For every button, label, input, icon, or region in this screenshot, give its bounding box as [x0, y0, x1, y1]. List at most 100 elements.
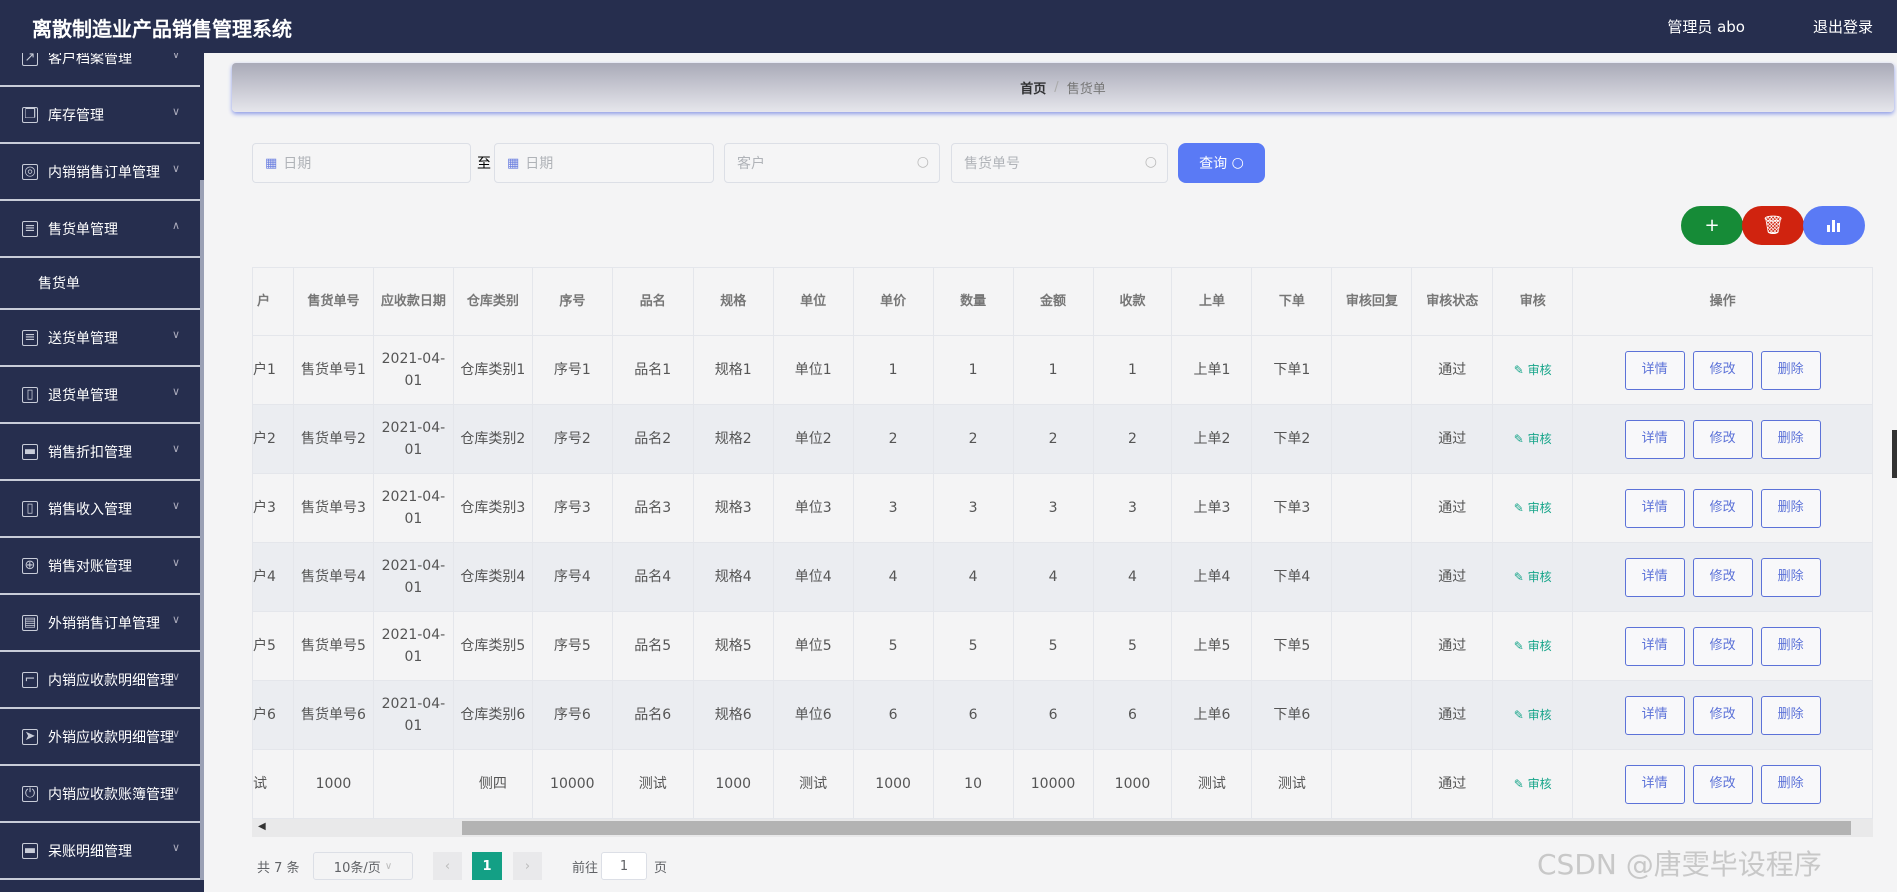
audit-link[interactable]: ✎ 审核: [1514, 635, 1552, 657]
column-header[interactable]: 金额: [1014, 268, 1094, 335]
table-cell: 单位3: [774, 474, 854, 542]
edit-button[interactable]: 修改: [1692, 488, 1753, 528]
audit-link[interactable]: ✎ 审核: [1514, 428, 1552, 450]
audit-link[interactable]: ✎ 审核: [1514, 773, 1552, 795]
sidebar-item[interactable]: ⏻ 内销应收款账簿管理 ∨: [0, 766, 200, 823]
detail-button[interactable]: 详情: [1624, 350, 1685, 390]
table-cell: 6: [854, 681, 934, 749]
column-header[interactable]: 仓库类别: [454, 268, 533, 335]
table-cell: 下单4: [1252, 543, 1333, 611]
batch-delete-button[interactable]: 🗑︎: [1742, 206, 1804, 245]
page-size-select[interactable]: 10条/页 ∨: [313, 852, 413, 880]
sidebar-item[interactable]: ↗ 客户档案管理 ∨: [0, 30, 200, 87]
customer-input[interactable]: 客户 ○: [724, 143, 940, 183]
sidebar-item[interactable]: ➤ 外销应收款明细管理 ∨: [0, 709, 200, 766]
date-start-input[interactable]: ▦ 日期: [252, 143, 471, 183]
page-1-button[interactable]: 1: [472, 852, 502, 880]
detail-button[interactable]: 详情: [1624, 626, 1685, 666]
delete-button[interactable]: 删除: [1760, 488, 1821, 528]
audit-cell: ✎ 审核: [1493, 612, 1574, 680]
column-header[interactable]: 序号: [533, 268, 613, 335]
column-header[interactable]: 下单: [1252, 268, 1333, 335]
column-header[interactable]: 审核: [1493, 268, 1574, 335]
query-button[interactable]: 查询 ○: [1178, 143, 1265, 183]
table-cell: 2021-04-01: [374, 405, 454, 473]
audit-link[interactable]: ✎ 审核: [1514, 704, 1552, 726]
edit-button[interactable]: 修改: [1692, 419, 1753, 459]
logout-link[interactable]: 退出登录: [1812, 18, 1873, 36]
add-button[interactable]: +: [1681, 206, 1743, 245]
calendar-icon: ▦: [265, 155, 278, 171]
scroll-left-arrow[interactable]: ◀: [258, 821, 266, 832]
sidebar-item[interactable]: ≡ 送货单管理 ∨: [0, 310, 200, 367]
table-cell: 规格6: [694, 681, 774, 749]
delete-button[interactable]: 删除: [1760, 350, 1821, 390]
table-cell: 下单2: [1252, 405, 1333, 473]
sidebar-item[interactable]: ❐ 库存管理 ∨: [0, 87, 200, 144]
scrollbar-thumb[interactable]: [462, 821, 1851, 835]
sidebar-item[interactable]: ▤ 外销销售订单管理 ∨: [0, 595, 200, 652]
sidebar-item[interactable]: ⌐ 内销应收款明细管理 ∨: [0, 652, 200, 709]
table-cell: [1332, 750, 1413, 818]
table-cell: 单位6: [774, 681, 854, 749]
sidebar-scrollbar[interactable]: [200, 180, 204, 880]
table-cell: 测试: [613, 750, 694, 818]
delete-button[interactable]: 删除: [1760, 419, 1821, 459]
delete-button[interactable]: 删除: [1760, 695, 1821, 735]
chevron-down-icon: ∨: [171, 670, 180, 683]
delete-button[interactable]: 删除: [1760, 557, 1821, 597]
edit-button[interactable]: 修改: [1692, 557, 1753, 597]
audit-link[interactable]: ✎ 审核: [1514, 566, 1552, 588]
horizontal-scrollbar[interactable]: ◀: [252, 819, 1873, 837]
order-no-input[interactable]: 售货单号 ○: [951, 143, 1168, 183]
sidebar-item[interactable]: ≡ 售货单管理 ∧: [0, 201, 200, 258]
next-page-button[interactable]: ›: [513, 852, 542, 880]
column-header[interactable]: 单价: [854, 268, 934, 335]
sidebar-item[interactable]: ▯ 销售收入管理 ∨: [0, 481, 200, 538]
column-header[interactable]: 审核状态: [1412, 268, 1494, 335]
operations-cell: 详情 修改 删除: [1573, 681, 1873, 749]
detail-button[interactable]: 详情: [1624, 764, 1685, 804]
column-header[interactable]: 户: [253, 268, 294, 335]
date-end-input[interactable]: ▦ 日期: [494, 143, 714, 183]
table-cell: 仓库类别1: [454, 336, 533, 404]
sidebar-subitem[interactable]: 售货单: [0, 258, 200, 310]
detail-button[interactable]: 详情: [1624, 695, 1685, 735]
chart-button[interactable]: [1803, 206, 1865, 245]
operations-cell: 详情 修改 删除: [1573, 750, 1873, 818]
delete-button[interactable]: 删除: [1760, 626, 1821, 666]
page-scrollbar-thumb[interactable]: [1892, 430, 1897, 478]
column-header[interactable]: 审核回复: [1332, 268, 1413, 335]
column-header[interactable]: 单位: [774, 268, 854, 335]
edit-button[interactable]: 修改: [1692, 350, 1753, 390]
sidebar-item[interactable]: ◎ 内销销售订单管理 ∨: [0, 144, 200, 201]
column-header[interactable]: 品名: [613, 268, 694, 335]
column-header[interactable]: 售货单号: [294, 268, 374, 335]
delete-button[interactable]: 删除: [1760, 764, 1821, 804]
detail-button[interactable]: 详情: [1624, 419, 1685, 459]
table-cell: 品名6: [613, 681, 694, 749]
table-cell: 通过: [1412, 612, 1494, 680]
sidebar-item[interactable]: ⊕ 销售对账管理 ∨: [0, 538, 200, 595]
edit-button[interactable]: 修改: [1692, 695, 1753, 735]
sidebar-item-label: 销售对账管理: [48, 558, 132, 575]
detail-button[interactable]: 详情: [1624, 557, 1685, 597]
breadcrumb-home[interactable]: 首页: [1020, 82, 1047, 97]
detail-button[interactable]: 详情: [1624, 488, 1685, 528]
goto-page-input[interactable]: 1: [601, 852, 647, 880]
sidebar-item[interactable]: ▬ 销售折扣管理 ∨: [0, 424, 200, 481]
column-header[interactable]: 操作: [1573, 268, 1873, 335]
sidebar-item[interactable]: ▬ 呆账明细管理 ∨: [0, 823, 200, 880]
chevron-down-icon: ∨: [171, 613, 180, 626]
column-header[interactable]: 上单: [1172, 268, 1253, 335]
edit-button[interactable]: 修改: [1692, 764, 1753, 804]
sidebar-item[interactable]: ▯ 退货单管理 ∨: [0, 367, 200, 424]
prev-page-button[interactable]: ‹: [433, 852, 462, 880]
column-header[interactable]: 收款: [1094, 268, 1173, 335]
edit-button[interactable]: 修改: [1692, 626, 1753, 666]
column-header[interactable]: 规格: [694, 268, 774, 335]
audit-link[interactable]: ✎ 审核: [1514, 359, 1552, 381]
column-header[interactable]: 应收款日期: [374, 268, 454, 335]
column-header[interactable]: 数量: [934, 268, 1014, 335]
audit-link[interactable]: ✎ 审核: [1514, 497, 1552, 519]
